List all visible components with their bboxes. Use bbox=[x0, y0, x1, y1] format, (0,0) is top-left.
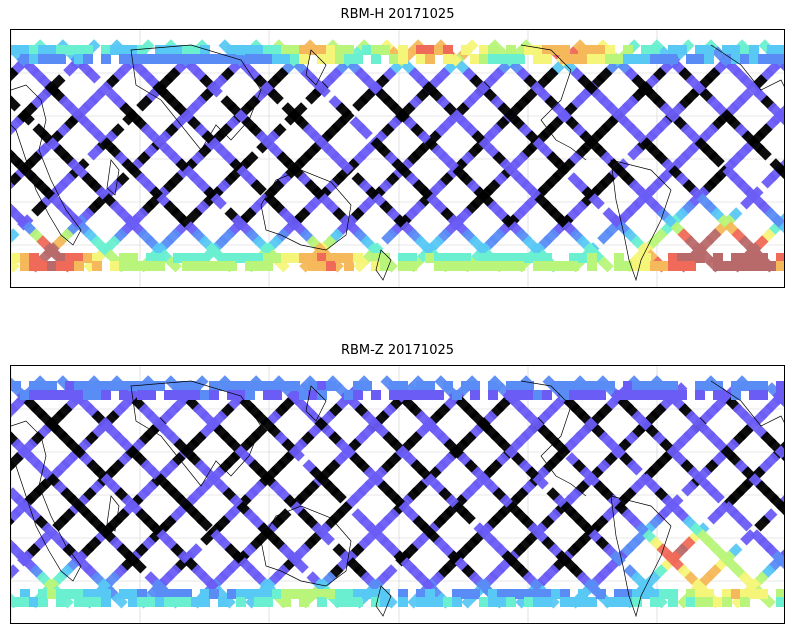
coastline bbox=[610, 495, 672, 618]
map-frame bbox=[10, 29, 785, 288]
coastline bbox=[305, 385, 327, 422]
map-panel-rbm-z: RBM-Z 20171025 bbox=[10, 343, 785, 624]
map-title: RBM-Z 20171025 bbox=[340, 343, 455, 358]
swath-cells bbox=[11, 39, 784, 273]
coastline bbox=[610, 159, 672, 282]
coastline bbox=[106, 495, 120, 532]
swath-cells bbox=[11, 375, 784, 609]
coastline bbox=[520, 380, 587, 497]
map-title: RBM-H 20171025 bbox=[340, 7, 455, 22]
coastline bbox=[130, 44, 262, 151]
map-frame bbox=[10, 365, 785, 624]
coastline bbox=[520, 44, 587, 161]
coastline bbox=[11, 84, 82, 246]
coastline bbox=[375, 585, 392, 617]
map-panel-rbm-h: RBM-H 20171025 bbox=[10, 7, 785, 288]
coastline bbox=[106, 159, 120, 196]
coastline bbox=[710, 44, 784, 91]
coastline bbox=[260, 169, 352, 251]
coastline bbox=[305, 49, 327, 86]
coastline bbox=[11, 420, 82, 582]
coastline bbox=[130, 380, 262, 487]
coastline bbox=[710, 380, 784, 427]
swath-map bbox=[11, 366, 784, 623]
coastline bbox=[260, 505, 352, 587]
coastline bbox=[375, 249, 392, 281]
swath-map bbox=[11, 30, 784, 287]
